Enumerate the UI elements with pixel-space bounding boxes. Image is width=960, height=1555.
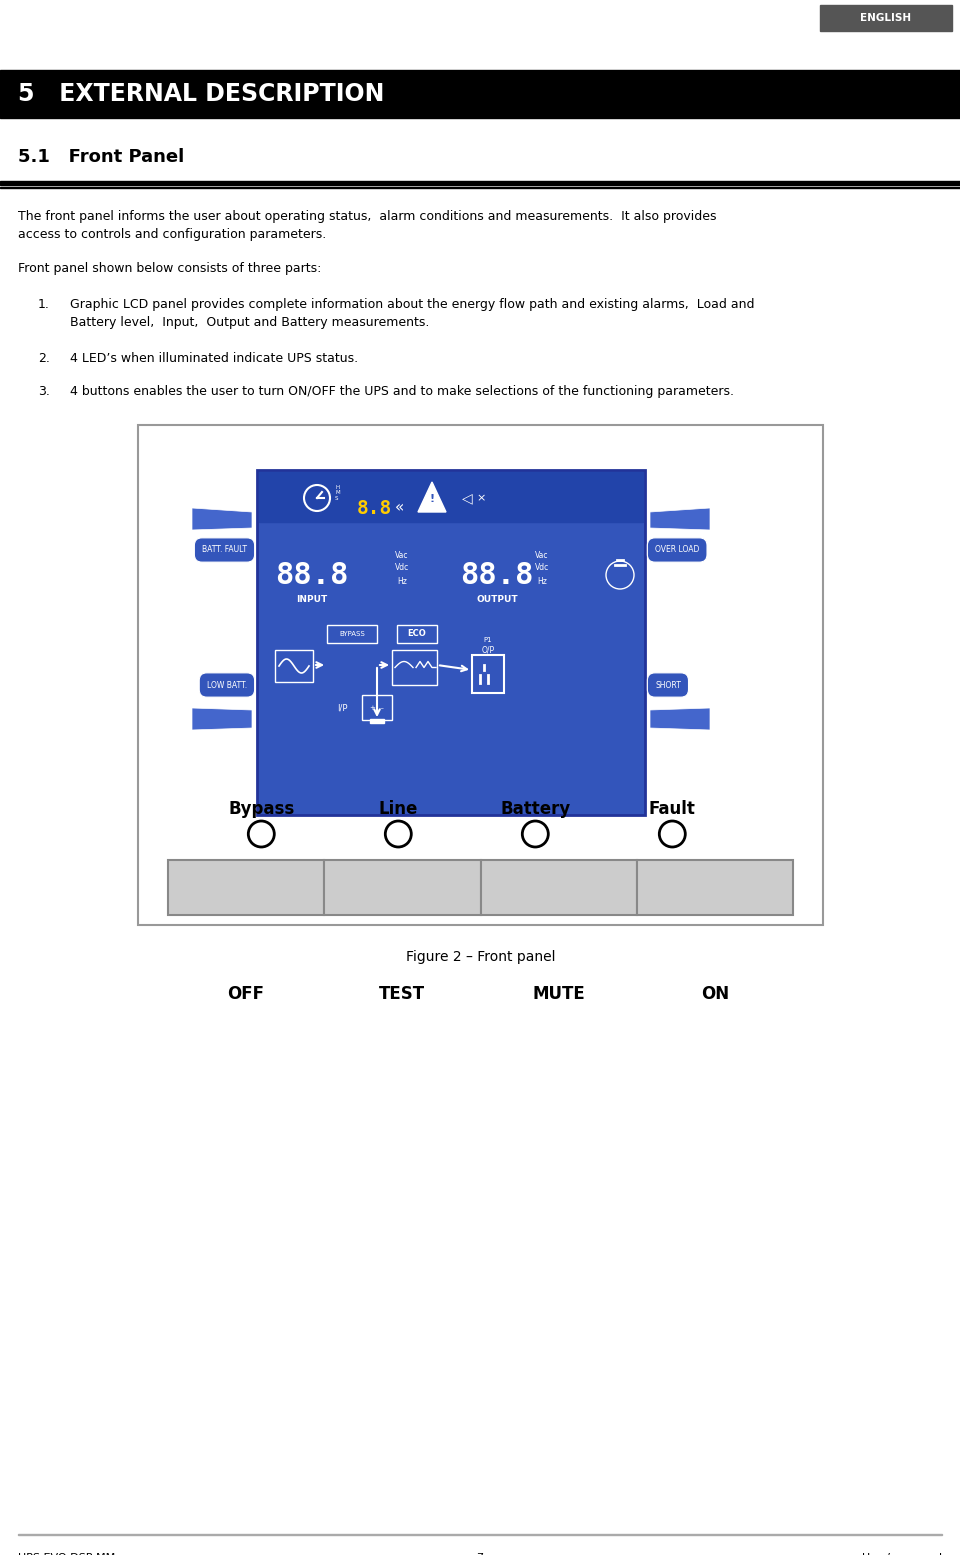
Circle shape <box>660 821 685 847</box>
Bar <box>327 625 377 644</box>
Bar <box>0 180 960 185</box>
Bar <box>0 70 960 118</box>
Text: OVER LOAD: OVER LOAD <box>655 546 700 555</box>
Polygon shape <box>650 708 710 729</box>
Text: Battery: Battery <box>500 799 570 818</box>
Bar <box>472 655 504 694</box>
Circle shape <box>385 821 411 847</box>
Bar <box>324 860 481 914</box>
Text: Line: Line <box>378 799 418 818</box>
Text: OFF: OFF <box>228 984 265 1003</box>
Text: SHORT: SHORT <box>655 681 681 689</box>
Circle shape <box>522 821 548 847</box>
Text: 4 LED’s when illuminated indicate UPS status.: 4 LED’s when illuminated indicate UPS st… <box>70 351 358 365</box>
Bar <box>138 425 823 925</box>
Text: Figure 2 – Front panel: Figure 2 – Front panel <box>406 950 555 964</box>
Text: User’s manual: User’s manual <box>862 1553 942 1555</box>
Text: Hz: Hz <box>397 577 407 586</box>
Bar <box>362 695 392 720</box>
Bar <box>189 585 224 613</box>
Text: 7: 7 <box>476 1553 484 1555</box>
Text: «: « <box>395 501 403 516</box>
Circle shape <box>249 821 275 847</box>
Text: 3.: 3. <box>38 386 50 398</box>
Text: 2.: 2. <box>38 351 50 365</box>
Bar <box>257 470 645 815</box>
Text: Battery level,  Input,  Output and Battery measurements.: Battery level, Input, Output and Battery… <box>70 316 429 330</box>
Polygon shape <box>418 482 446 512</box>
Text: ◁: ◁ <box>462 491 472 505</box>
Text: +  –: + – <box>370 704 384 711</box>
Bar <box>370 718 384 723</box>
Text: Front panel shown below consists of three parts:: Front panel shown below consists of thre… <box>18 261 322 275</box>
Text: Hz: Hz <box>537 577 547 586</box>
Text: + –: + – <box>198 594 214 603</box>
Bar <box>392 650 437 686</box>
Text: ON: ON <box>701 984 729 1003</box>
Text: I/P: I/P <box>337 703 348 712</box>
Text: ENGLISH: ENGLISH <box>860 12 912 23</box>
Bar <box>397 625 437 644</box>
Text: 1.: 1. <box>38 299 50 311</box>
Text: INPUT: INPUT <box>297 596 327 605</box>
Text: H
M
S: H M S <box>335 485 340 501</box>
Text: Vdc: Vdc <box>535 563 549 572</box>
Text: Vdc: Vdc <box>395 563 409 572</box>
Text: OUTPUT: OUTPUT <box>476 596 517 605</box>
Text: 4 buttons enables the user to turn ON/OFF the UPS and to make selections of the : 4 buttons enables the user to turn ON/OF… <box>70 386 734 398</box>
Text: TEST: TEST <box>379 984 425 1003</box>
Text: O/P: O/P <box>481 645 494 655</box>
Bar <box>168 860 324 914</box>
Polygon shape <box>192 708 252 729</box>
Text: UPS EVO DSP MM: UPS EVO DSP MM <box>18 1553 115 1555</box>
Text: BYPASS: BYPASS <box>339 631 365 638</box>
Text: LOW BATT.: LOW BATT. <box>206 681 247 689</box>
Bar <box>259 473 643 522</box>
Bar <box>636 860 793 914</box>
Text: 5.1   Front Panel: 5.1 Front Panel <box>18 148 184 166</box>
Text: 88.8: 88.8 <box>460 560 534 589</box>
Text: Vac: Vac <box>396 550 409 560</box>
Text: Fault: Fault <box>649 799 696 818</box>
Text: 5   EXTERNAL DESCRIPTION: 5 EXTERNAL DESCRIPTION <box>18 82 384 106</box>
Bar <box>275 650 313 683</box>
Text: 88.8: 88.8 <box>276 560 348 589</box>
Polygon shape <box>650 508 710 530</box>
Bar <box>481 860 636 914</box>
Text: Vac: Vac <box>536 550 549 560</box>
Text: ×: × <box>476 493 486 502</box>
Polygon shape <box>192 508 252 530</box>
Text: Bypass: Bypass <box>228 799 295 818</box>
Text: BATT. FAULT: BATT. FAULT <box>202 546 247 555</box>
Bar <box>197 613 215 617</box>
Text: ECO: ECO <box>408 630 426 639</box>
Text: The front panel informs the user about operating status,  alarm conditions and m: The front panel informs the user about o… <box>18 210 716 222</box>
Text: access to controls and configuration parameters.: access to controls and configuration par… <box>18 229 326 241</box>
Text: MUTE: MUTE <box>532 984 585 1003</box>
Text: !: ! <box>429 494 435 504</box>
Text: P1: P1 <box>484 638 492 644</box>
Text: 8.8: 8.8 <box>357 499 393 518</box>
Bar <box>820 5 952 31</box>
Text: Graphic LCD panel provides complete information about the energy flow path and e: Graphic LCD panel provides complete info… <box>70 299 755 311</box>
